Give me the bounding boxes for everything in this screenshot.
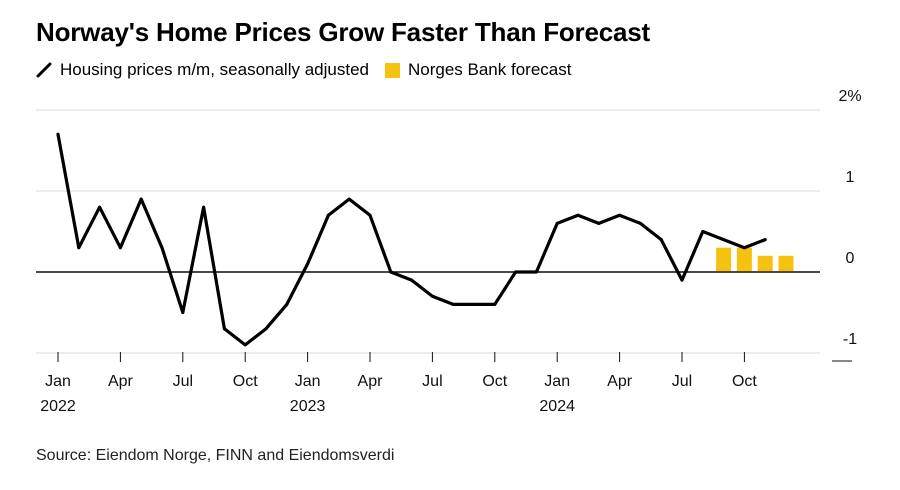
x-tick-label: Jan <box>295 373 321 390</box>
legend-line-swatch <box>36 62 52 78</box>
housing-price-point <box>285 302 289 306</box>
x-tick-label: Oct <box>732 373 757 390</box>
housing-price-point <box>264 327 268 331</box>
housing-price-point <box>659 238 663 242</box>
housing-price-point <box>139 197 143 201</box>
legend-forecast-swatch <box>384 62 400 78</box>
housing-price-point <box>347 197 351 201</box>
forecast-bar <box>736 247 752 272</box>
housing-price-point <box>56 132 60 136</box>
chart-title: Norway's Home Prices Grow Faster Than Fo… <box>36 17 650 47</box>
housing-price-point <box>763 238 767 242</box>
housing-price-line <box>56 132 767 347</box>
x-tick-label: Jul <box>672 373 692 390</box>
housing-price-point <box>701 230 705 233</box>
x-tick-label: Oct <box>233 373 258 390</box>
x-tick-year-label: 2024 <box>539 398 575 415</box>
housing-price-point <box>680 278 684 282</box>
forecast-bar <box>778 255 794 272</box>
housing-price-point <box>160 246 164 250</box>
housing-price-point <box>618 213 622 217</box>
housing-price-point <box>742 246 746 250</box>
forecast-bar <box>716 247 732 272</box>
x-tick-year-label: 2023 <box>290 398 326 415</box>
x-tick-label: Apr <box>358 373 384 390</box>
housing-price-point <box>534 270 538 274</box>
housing-price-point <box>243 343 247 347</box>
y-tick-label: -1 <box>843 331 857 348</box>
housing-price-point <box>98 205 102 209</box>
housing-price-point <box>430 294 434 298</box>
legend-series-1-label: Housing prices m/m, seasonally adjusted <box>60 60 369 79</box>
housing-price-point <box>493 302 497 306</box>
x-tick-label: Jan <box>544 373 570 390</box>
housing-price-point <box>722 238 726 242</box>
x-tick-label: Oct <box>482 373 507 390</box>
forecast-bar <box>757 255 773 272</box>
housing-price-point <box>181 311 185 314</box>
y-tick-label: 1 <box>846 169 855 186</box>
legend-series-2-label: Norges Bank forecast <box>407 60 572 79</box>
housing-price-point <box>472 302 476 306</box>
legend: Housing prices m/m, seasonally adjusted … <box>36 60 571 80</box>
x-tick-label: Apr <box>607 373 633 390</box>
housing-price-point <box>555 221 559 225</box>
housing-price-point <box>118 246 122 250</box>
housing-price-point <box>451 302 455 306</box>
x-tick-label: Jan <box>45 373 71 390</box>
y-tick-label: 2% <box>838 88 861 105</box>
housing-price-point <box>638 221 642 225</box>
housing-price-point <box>389 270 393 274</box>
housing-price-point <box>306 262 310 266</box>
housing-price-point <box>222 327 226 331</box>
housing-price-point <box>77 246 81 250</box>
housing-price-point <box>326 213 330 217</box>
housing-price-point <box>597 221 601 225</box>
y-tick-label: 0 <box>846 250 855 267</box>
x-tick-label: Jul <box>173 373 193 390</box>
source-note: Source: Eiendom Norge, FINN and Eiendoms… <box>36 447 395 464</box>
housing-price-point <box>202 205 206 209</box>
x-tick-label: Apr <box>108 373 134 390</box>
x-tick-year-label: 2022 <box>40 398 76 415</box>
housing-price-point <box>576 213 580 217</box>
housing-price-point <box>368 213 372 217</box>
x-tick-label: Jul <box>422 373 442 390</box>
housing-price-point <box>410 278 414 282</box>
housing-price-point <box>514 270 518 274</box>
